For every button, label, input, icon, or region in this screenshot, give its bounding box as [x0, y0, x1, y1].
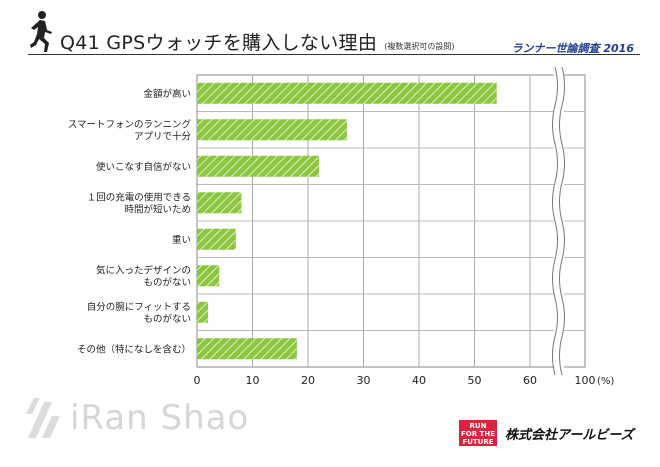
- bar: [197, 155, 320, 177]
- bar: [197, 192, 242, 214]
- category-label: １回の充電の使用できる時間が短いため: [87, 191, 191, 215]
- category-label: スマートフォンのランニングアプリで十分: [68, 118, 192, 142]
- bar: [197, 301, 209, 323]
- badge-line: RUN: [469, 422, 487, 430]
- runner-logo-icon: [28, 10, 54, 58]
- category-label: 金額が高い: [143, 88, 191, 100]
- survey-subtitle: ランナー世論調査 2016: [511, 42, 634, 55]
- category-label: 自分の腕にフィットするものがない: [87, 301, 191, 325]
- x-unit-label: (%): [597, 376, 614, 387]
- x-tick-label: 30: [357, 374, 371, 387]
- axis-break-line: [552, 66, 558, 376]
- run-for-future-badge: RUN FOR THE FUTURE: [459, 420, 497, 446]
- x-tick-label: 60: [523, 374, 537, 387]
- badge-line: FUTURE: [462, 438, 494, 446]
- x-tick-label: 0: [194, 374, 201, 387]
- page-title: Q41 GPSウォッチを購入しない理由 (複数選択可の設問): [60, 28, 454, 55]
- bar: [197, 338, 297, 360]
- bar: [197, 265, 220, 287]
- iranshao-logo-icon: [22, 392, 66, 448]
- x-tick-label: 20: [301, 374, 315, 387]
- category-label: 使いこなす自信がない: [96, 161, 191, 173]
- x-tick-label: 100: [575, 374, 596, 387]
- category-label: 重い: [172, 234, 191, 246]
- chart-title: Q41 GPSウォッチを購入しない理由: [60, 32, 378, 54]
- bar: [197, 228, 236, 250]
- header-divider: [28, 54, 640, 55]
- x-tick-label: 10: [246, 374, 260, 387]
- x-tick-label: 50: [468, 374, 482, 387]
- company-name: 株式会社アールビーズ: [505, 428, 634, 443]
- badge-line: FOR THE: [461, 430, 495, 438]
- x-tick-label: 40: [412, 374, 426, 387]
- axis-break-gap: [554, 67, 564, 375]
- brand-watermark: iRan Shao: [70, 398, 250, 438]
- bar: [197, 119, 347, 141]
- bar: [197, 82, 497, 104]
- title-note: (複数選択可の設問): [384, 42, 455, 51]
- category-label: 気に入ったデザインのものがない: [96, 264, 191, 288]
- axis-break-line: [559, 66, 565, 376]
- category-label: その他（特になしを含む）: [77, 343, 191, 355]
